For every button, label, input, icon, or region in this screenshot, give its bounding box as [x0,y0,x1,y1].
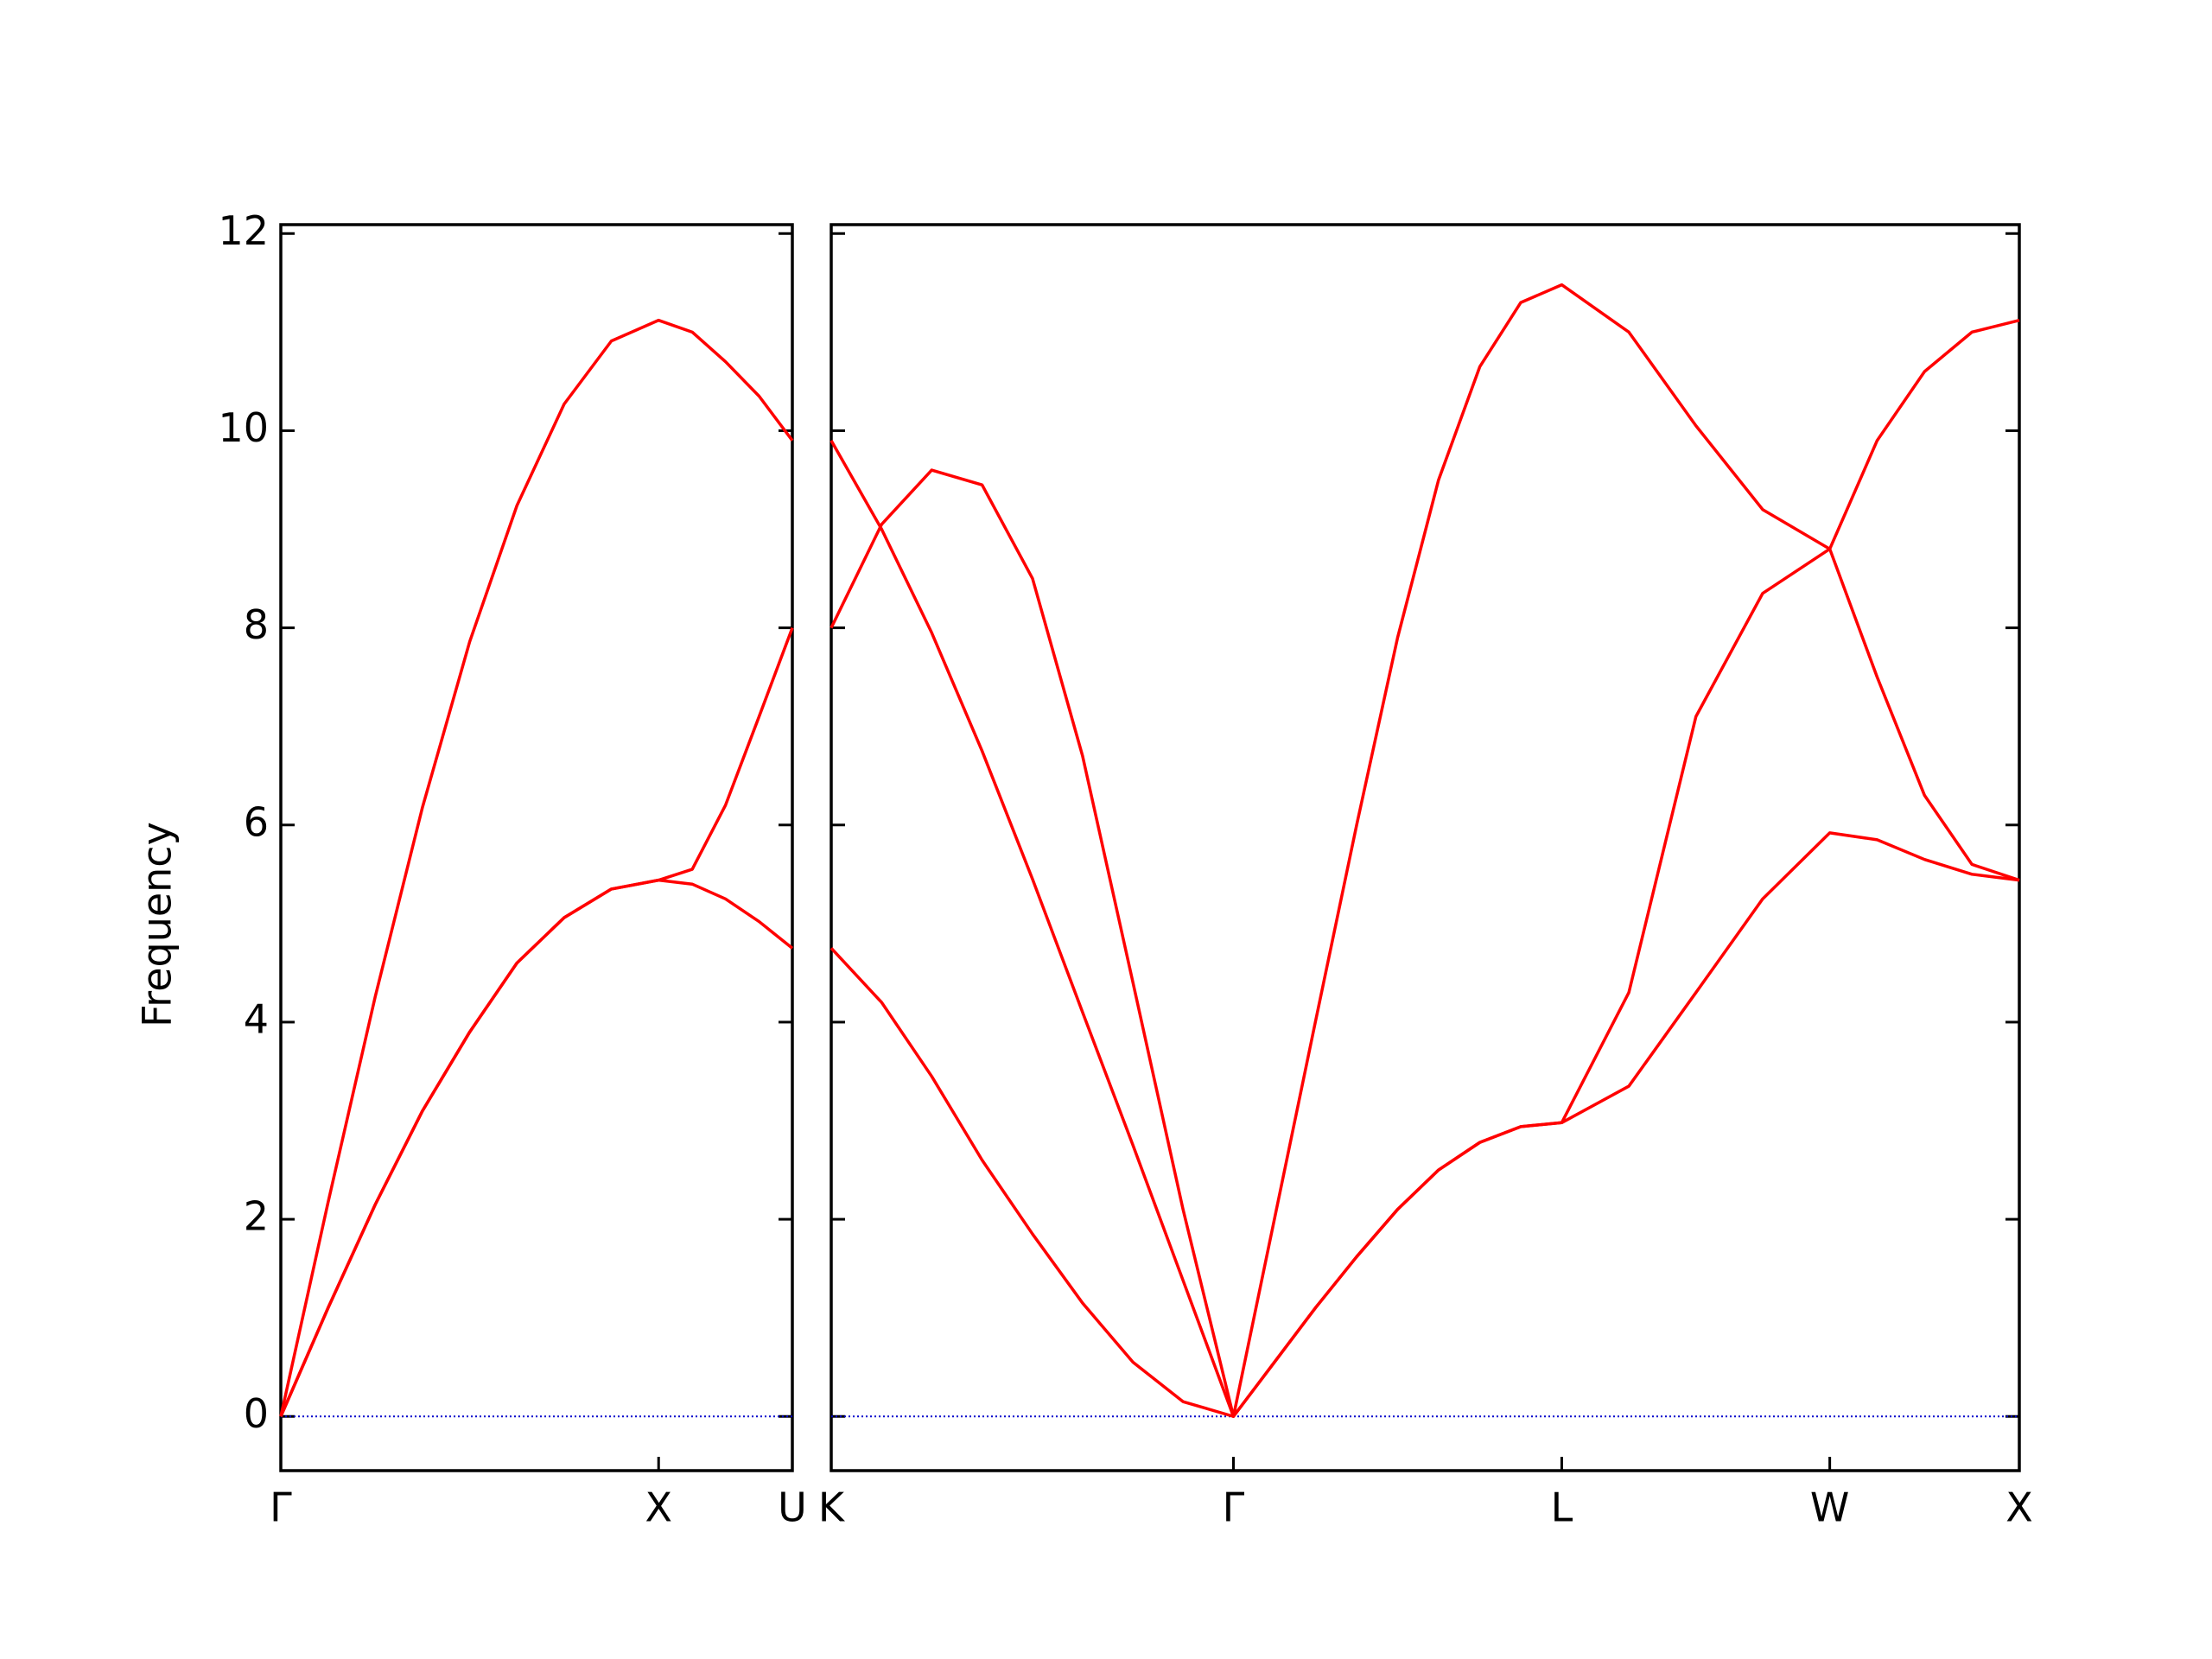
x-tick-label: X [645,1484,672,1531]
band-line [830,283,2020,1418]
y-tick-label: 8 [244,601,269,648]
right-frame [830,223,2021,1472]
x-tick-label: L [1551,1484,1573,1531]
band-line [279,626,794,1417]
y-tick-label: 10 [218,404,269,451]
x-tick-label: Γ [270,1484,292,1531]
band-line [830,468,2020,1418]
band-line [279,878,794,1417]
y-tick-label: 4 [244,995,269,1042]
band-line [830,831,2020,1418]
left-frame [279,223,794,1472]
y-tick-label: 6 [244,798,269,845]
x-tick-label: Γ [1223,1484,1245,1531]
y-tick-label: 2 [244,1193,269,1240]
y-tick-label: 12 [218,207,269,254]
y-tick-label: 0 [244,1390,269,1437]
x-tick-label: X [2005,1484,2033,1531]
x-tick-label: K [818,1484,846,1531]
x-tick-label: U [778,1484,807,1531]
band-line [279,318,794,1417]
y-axis-label: Frequency [134,822,181,1027]
x-tick-label: W [1810,1484,1849,1531]
